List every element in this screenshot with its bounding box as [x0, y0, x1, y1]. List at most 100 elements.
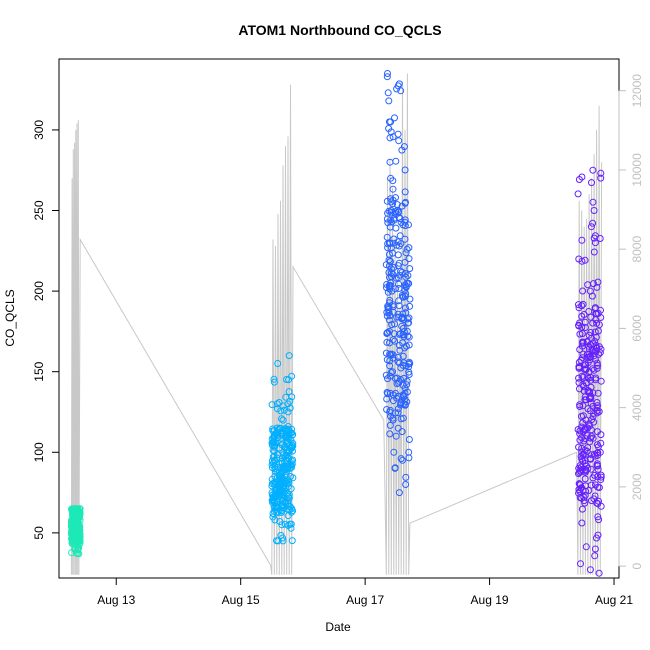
- data-point: [579, 419, 587, 427]
- data-point: [591, 552, 599, 560]
- data-point: [271, 490, 279, 497]
- data-point: [578, 312, 586, 320]
- data-point: [405, 255, 413, 263]
- data-point: [72, 506, 80, 514]
- chart-title: ATOM1 Northbound CO_QCLS: [238, 22, 441, 38]
- data-point: [284, 483, 292, 491]
- data-point: [398, 146, 406, 154]
- data-point: [289, 442, 297, 450]
- data-point: [594, 402, 601, 410]
- data-point: [583, 338, 591, 345]
- data-point: [597, 473, 605, 481]
- data-point: [389, 200, 397, 208]
- data-point: [398, 314, 406, 322]
- x-tick-label: Aug 17: [346, 593, 384, 607]
- data-point: [401, 188, 409, 196]
- data-point: [383, 73, 391, 81]
- data-point: [286, 464, 294, 472]
- data-point: [269, 446, 277, 454]
- data-point: [587, 313, 595, 321]
- data-point: [587, 395, 595, 403]
- data-point: [591, 239, 599, 247]
- y2-tick-label: 6000: [630, 315, 644, 342]
- data-point: [589, 365, 597, 373]
- x-tick-label: Aug 13: [97, 593, 135, 607]
- data-point: [395, 330, 403, 338]
- data-point: [274, 360, 282, 367]
- data-point: [589, 389, 597, 397]
- data-point: [575, 489, 583, 497]
- data-point: [575, 321, 583, 329]
- data-point: [386, 283, 394, 291]
- data-point: [594, 443, 602, 451]
- data-point: [397, 455, 405, 463]
- data-point: [402, 304, 409, 312]
- data-point: [401, 166, 409, 174]
- data-point: [581, 256, 589, 264]
- data-point: [382, 371, 390, 379]
- primary-series-points: [67, 70, 605, 577]
- data-point: [589, 413, 597, 420]
- data-point: [385, 207, 393, 215]
- data-point: [585, 331, 593, 339]
- data-point: [577, 453, 585, 460]
- data-point: [383, 312, 391, 320]
- y2-axis: 0 2000 4000 6000 8000 10000 12000: [618, 74, 644, 569]
- data-point: [405, 454, 413, 462]
- y-tick-label: 100: [32, 442, 46, 462]
- data-point: [579, 451, 587, 459]
- data-point: [394, 409, 402, 417]
- data-point: [580, 382, 588, 390]
- data-point: [275, 399, 283, 406]
- data-point: [271, 506, 279, 514]
- data-point: [391, 114, 398, 122]
- data-point: [585, 342, 593, 350]
- data-point: [595, 497, 602, 505]
- data-point: [583, 462, 590, 470]
- data-point: [578, 257, 586, 265]
- data-point: [588, 451, 595, 459]
- data-point: [594, 309, 602, 317]
- data-point: [397, 364, 405, 372]
- data-point: [74, 546, 81, 554]
- data-point: [273, 537, 280, 545]
- data-point: [383, 338, 391, 346]
- data-point: [581, 426, 589, 434]
- data-point: [387, 174, 395, 182]
- data-point: [402, 481, 410, 488]
- data-point: [577, 356, 585, 364]
- data-point: [383, 284, 390, 292]
- data-point: [588, 292, 596, 300]
- data-point: [388, 273, 395, 281]
- y2-tick-label: 0: [630, 562, 644, 569]
- data-point: [383, 330, 391, 337]
- data-point: [405, 436, 413, 443]
- data-point: [384, 329, 392, 336]
- data-point: [285, 352, 293, 360]
- data-point: [400, 359, 408, 367]
- data-point: [390, 330, 398, 338]
- data-point: [385, 256, 393, 264]
- secondary-series-line: [70, 73, 603, 575]
- data-point: [575, 304, 583, 312]
- data-point: [289, 507, 297, 515]
- x-axis-label: Date: [325, 620, 351, 634]
- data-point: [399, 339, 407, 347]
- data-point: [394, 238, 402, 246]
- data-point: [594, 389, 602, 397]
- data-point: [74, 545, 82, 553]
- y-tick-label: 250: [32, 200, 46, 220]
- x-tick-label: Aug 19: [471, 593, 509, 607]
- data-point: [269, 427, 277, 435]
- data-point: [404, 332, 412, 340]
- data-point: [392, 194, 399, 202]
- data-point: [396, 232, 404, 240]
- data-point: [397, 267, 405, 275]
- data-point: [597, 169, 605, 177]
- y2-tick-label: 10000: [630, 153, 644, 187]
- data-point: [384, 244, 392, 252]
- data-point: [585, 345, 593, 353]
- data-point: [575, 443, 583, 451]
- data-point: [594, 483, 602, 491]
- data-point: [284, 521, 292, 529]
